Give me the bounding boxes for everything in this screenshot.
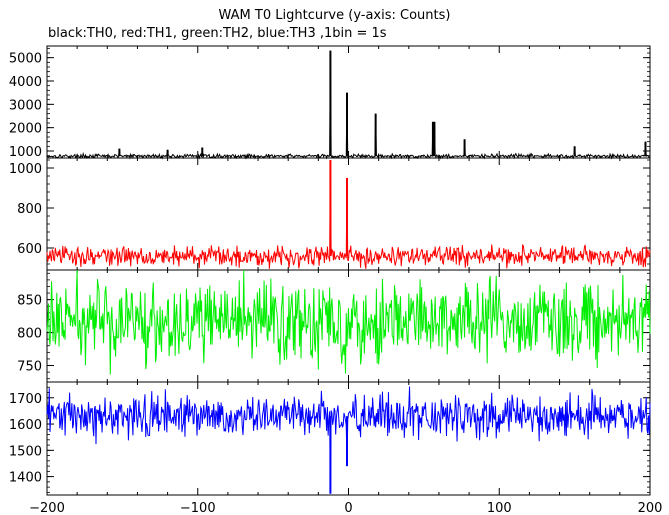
y-tick-label: 1500 — [9, 444, 42, 459]
panel-frame-th0 — [46, 45, 651, 159]
series-line-th3 — [46, 386, 651, 494]
y-tick-label: 2000 — [9, 122, 42, 137]
panel-frame-th1 — [46, 157, 651, 271]
x-tick-label: 200 — [638, 501, 663, 515]
x-tick-label: −200 — [29, 501, 65, 515]
y-tick-label: 1000 — [9, 162, 42, 177]
x-tick-label: 0 — [344, 501, 352, 515]
y-tick-label: 850 — [17, 294, 42, 309]
y-tick-label: 750 — [17, 360, 42, 375]
y-tick-label: 1600 — [9, 418, 42, 433]
y-tick-label: 1400 — [9, 471, 42, 486]
y-tick-label: 600 — [17, 242, 42, 257]
panel-frame-th3 — [46, 381, 651, 496]
y-tick-label: 4000 — [9, 75, 42, 90]
y-tick-label: 800 — [17, 202, 42, 217]
y-tick-label: 5000 — [9, 52, 42, 67]
chart-subtitle: black:TH0, red:TH1, green:TH2, blue:TH3 … — [48, 26, 387, 41]
series-line-th0 — [46, 50, 651, 160]
y-tick-label: 1000 — [9, 145, 42, 160]
y-tick-label: 3000 — [9, 98, 42, 113]
y-tick-label: 800 — [17, 327, 42, 342]
chart-title: WAM T0 Lightcurve (y-axis: Counts) — [218, 8, 451, 23]
x-tick-label: −100 — [180, 501, 216, 515]
series-line-th1 — [46, 159, 651, 269]
x-tick-label: 100 — [487, 501, 512, 515]
series-line-th2 — [46, 269, 651, 375]
y-tick-label: 1700 — [9, 392, 42, 407]
